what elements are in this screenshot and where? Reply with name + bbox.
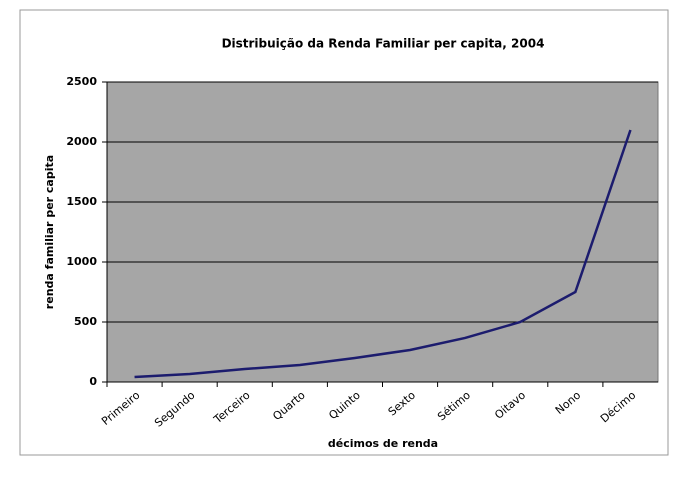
chart-title: Distribuição da Renda Familiar per capit…: [222, 37, 545, 51]
y-tick-label: 2000: [66, 135, 97, 148]
y-tick-label: 500: [74, 315, 97, 328]
y-tick-label: 1000: [66, 255, 97, 268]
x-axis-title: décimos de renda: [328, 437, 438, 450]
line-series: [134, 129, 632, 379]
y-tick-label: 0: [89, 375, 97, 388]
plot-area: [106, 81, 659, 383]
y-tick-label: 2500: [66, 75, 97, 88]
y-axis-title: renda familiar per capita: [43, 155, 56, 309]
y-tick-label: 1500: [66, 195, 97, 208]
